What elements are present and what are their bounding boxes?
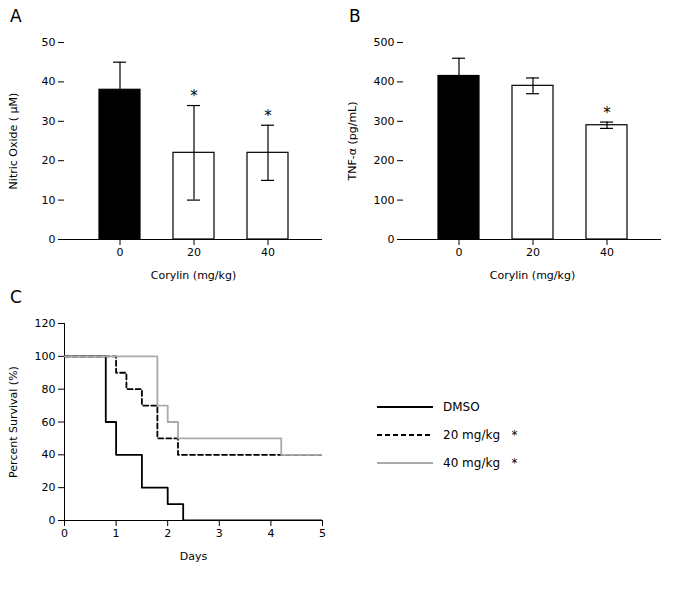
svg-text:40: 40 <box>600 246 614 259</box>
svg-text:120: 120 <box>35 317 56 330</box>
svg-text:5: 5 <box>319 527 326 540</box>
svg-text:*: * <box>264 107 272 125</box>
html-text:40 mg/kg *: 40 mg/kg * <box>443 455 518 470</box>
svg-text:TNF-α (pg/mL): TNF-α (pg/mL) <box>346 101 359 181</box>
html-text:DMSO: DMSO <box>443 399 480 414</box>
svg-text:300: 300 <box>374 115 395 128</box>
svg-text:20: 20 <box>187 246 201 259</box>
svg-text:1: 1 <box>113 527 120 540</box>
svg-text:0: 0 <box>388 233 395 246</box>
svg-text:20: 20 <box>42 154 56 167</box>
svg-text:3: 3 <box>216 527 223 540</box>
svg-text:40: 40 <box>42 75 56 88</box>
svg-text:200: 200 <box>374 154 395 167</box>
svg-text:4: 4 <box>267 527 274 540</box>
svg-text:100: 100 <box>35 350 56 363</box>
svg-text:0: 0 <box>456 246 463 259</box>
svg-text:20: 20 <box>526 246 540 259</box>
svg-text:Percent Survival (%): Percent Survival (%) <box>7 366 20 478</box>
svg-text:Corylin (mg/kg): Corylin (mg/kg) <box>490 269 575 282</box>
svg-text:400: 400 <box>374 75 395 88</box>
svg-text:100: 100 <box>374 194 395 207</box>
svg-text:10: 10 <box>42 194 56 207</box>
svg-text:80: 80 <box>42 383 56 396</box>
svg-text:Days: Days <box>180 550 208 563</box>
svg-text:0: 0 <box>61 527 68 540</box>
svg-text:Corylin (mg/kg): Corylin (mg/kg) <box>151 269 236 282</box>
svg-text:500: 500 <box>374 36 395 49</box>
svg-text:50: 50 <box>42 36 56 49</box>
html-text:20 mg/kg *: 20 mg/kg * <box>443 427 518 442</box>
html-text:A: A <box>10 6 22 26</box>
svg-text:30: 30 <box>42 115 56 128</box>
svg-text:60: 60 <box>42 416 56 429</box>
html-text:B: B <box>349 6 361 26</box>
svg-text:20: 20 <box>42 481 56 494</box>
svg-text:Nitric Oxide ( μM): Nitric Oxide ( μM) <box>7 93 20 190</box>
svg-text:40: 40 <box>42 448 56 461</box>
svg-text:0: 0 <box>49 514 56 527</box>
svg-text:0: 0 <box>117 246 124 259</box>
svg-text:40: 40 <box>261 246 275 259</box>
svg-text:2: 2 <box>164 527 171 540</box>
html-text:C: C <box>10 287 22 307</box>
svg-text:*: * <box>190 87 198 105</box>
svg-text:0: 0 <box>49 233 56 246</box>
svg-text:*: * <box>603 104 611 122</box>
